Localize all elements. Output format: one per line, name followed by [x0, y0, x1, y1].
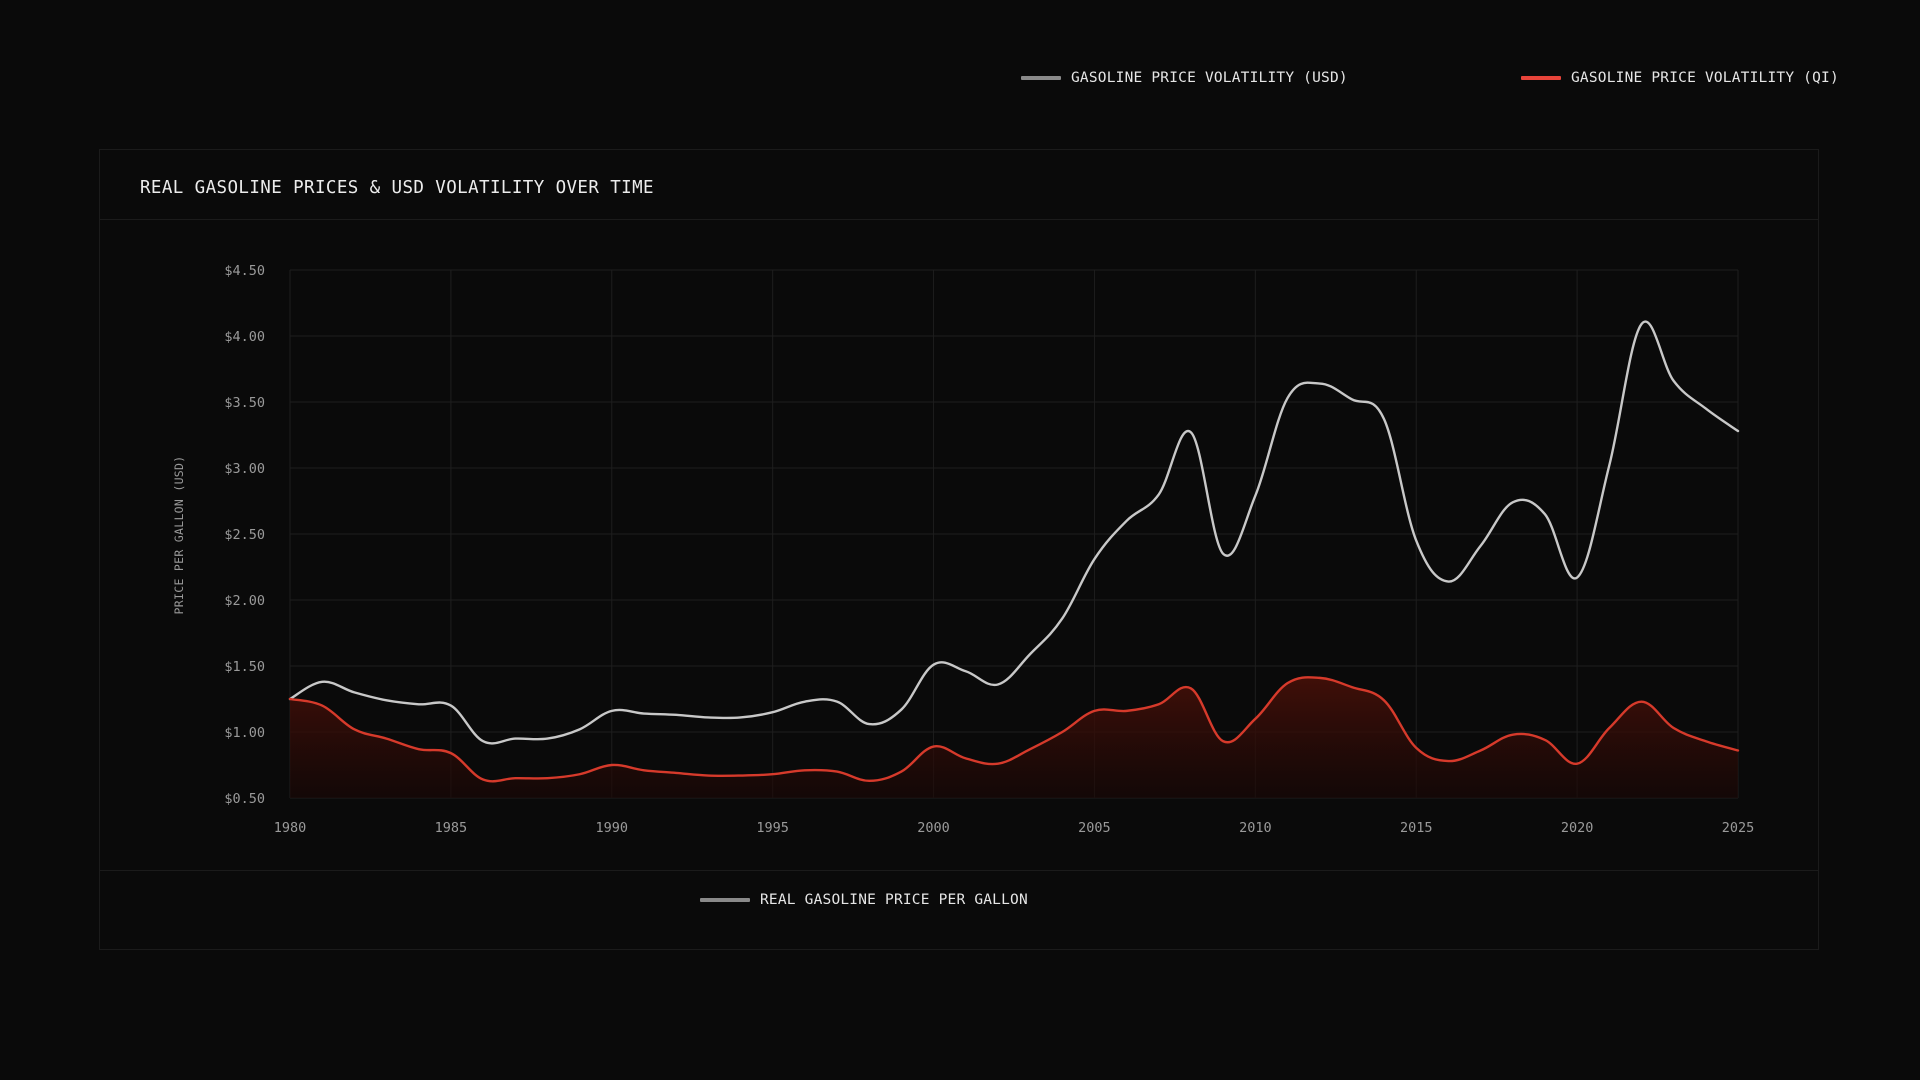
- y-tick-label: $0.50: [224, 791, 265, 807]
- y-tick-label: $3.50: [224, 395, 265, 411]
- top-legend: GASOLINE PRICE VOLATILITY (USD) GASOLINE…: [0, 70, 1920, 90]
- legend-swatch-real-price: [700, 898, 750, 902]
- legend-swatch-qi: [1521, 76, 1561, 80]
- y-tick-label: $4.50: [224, 263, 265, 279]
- y-tick-label: $1.00: [224, 725, 265, 741]
- legend-item-real-price[interactable]: REAL GASOLINE PRICE PER GALLON: [700, 892, 1028, 908]
- legend-swatch-usd: [1021, 76, 1061, 80]
- legend-label-usd: GASOLINE PRICE VOLATILITY (USD): [1071, 70, 1348, 86]
- chart-title: REAL GASOLINE PRICES & USD VOLATILITY OV…: [140, 178, 654, 198]
- qi-area-fill: [290, 677, 1738, 798]
- y-axis-title: PRICE PER GALLON (USD): [172, 456, 186, 615]
- legend-item-usd[interactable]: GASOLINE PRICE VOLATILITY (USD): [1021, 70, 1348, 86]
- x-tick-label: 1985: [435, 820, 468, 836]
- x-axis-ticks: 1980 1985 1990 1995 2000 2005 2010 2015 2020 2025: [274, 820, 1755, 836]
- chart-panel: REAL GASOLINE PRICES & USD VOLATILITY OV…: [99, 149, 1819, 950]
- x-tick-label: 1990: [596, 820, 629, 836]
- x-tick-label: 2000: [917, 820, 950, 836]
- x-tick-label: 2015: [1400, 820, 1433, 836]
- area-layer: [290, 677, 1738, 798]
- y-tick-label: $3.00: [224, 461, 265, 477]
- chart-panel-header: REAL GASOLINE PRICES & USD VOLATILITY OV…: [100, 150, 1818, 220]
- legend-item-qi[interactable]: GASOLINE PRICE VOLATILITY (QI): [1521, 70, 1839, 86]
- y-tick-label: $2.50: [224, 527, 265, 543]
- chart-panel-footer: REAL GASOLINE PRICE PER GALLON: [100, 870, 1818, 950]
- y-tick-label: $2.00: [224, 593, 265, 609]
- series-line-usd: [288, 320, 1740, 745]
- y-axis-ticks: $0.50 $1.00 $1.50 $2.00 $2.50 $3.00 $3.50 $4.00…: [224, 263, 265, 807]
- x-tick-label: 2020: [1561, 820, 1594, 836]
- x-tick-label: 2010: [1239, 820, 1272, 836]
- series-line-qi: [288, 676, 1740, 783]
- x-tick-label: 1980: [274, 820, 307, 836]
- points-layer: [288, 322, 1740, 783]
- lines-layer: [288, 320, 1740, 783]
- x-tick-label: 1995: [756, 820, 789, 836]
- grid: [289, 269, 1739, 799]
- legend-label-real-price: REAL GASOLINE PRICE PER GALLON: [760, 892, 1028, 908]
- x-tick-label: 2025: [1722, 820, 1755, 836]
- x-tick-label: 2005: [1078, 820, 1111, 836]
- y-tick-label: $1.50: [224, 659, 265, 675]
- y-tick-label: $4.00: [224, 329, 265, 345]
- legend-label-qi: GASOLINE PRICE VOLATILITY (QI): [1571, 70, 1839, 86]
